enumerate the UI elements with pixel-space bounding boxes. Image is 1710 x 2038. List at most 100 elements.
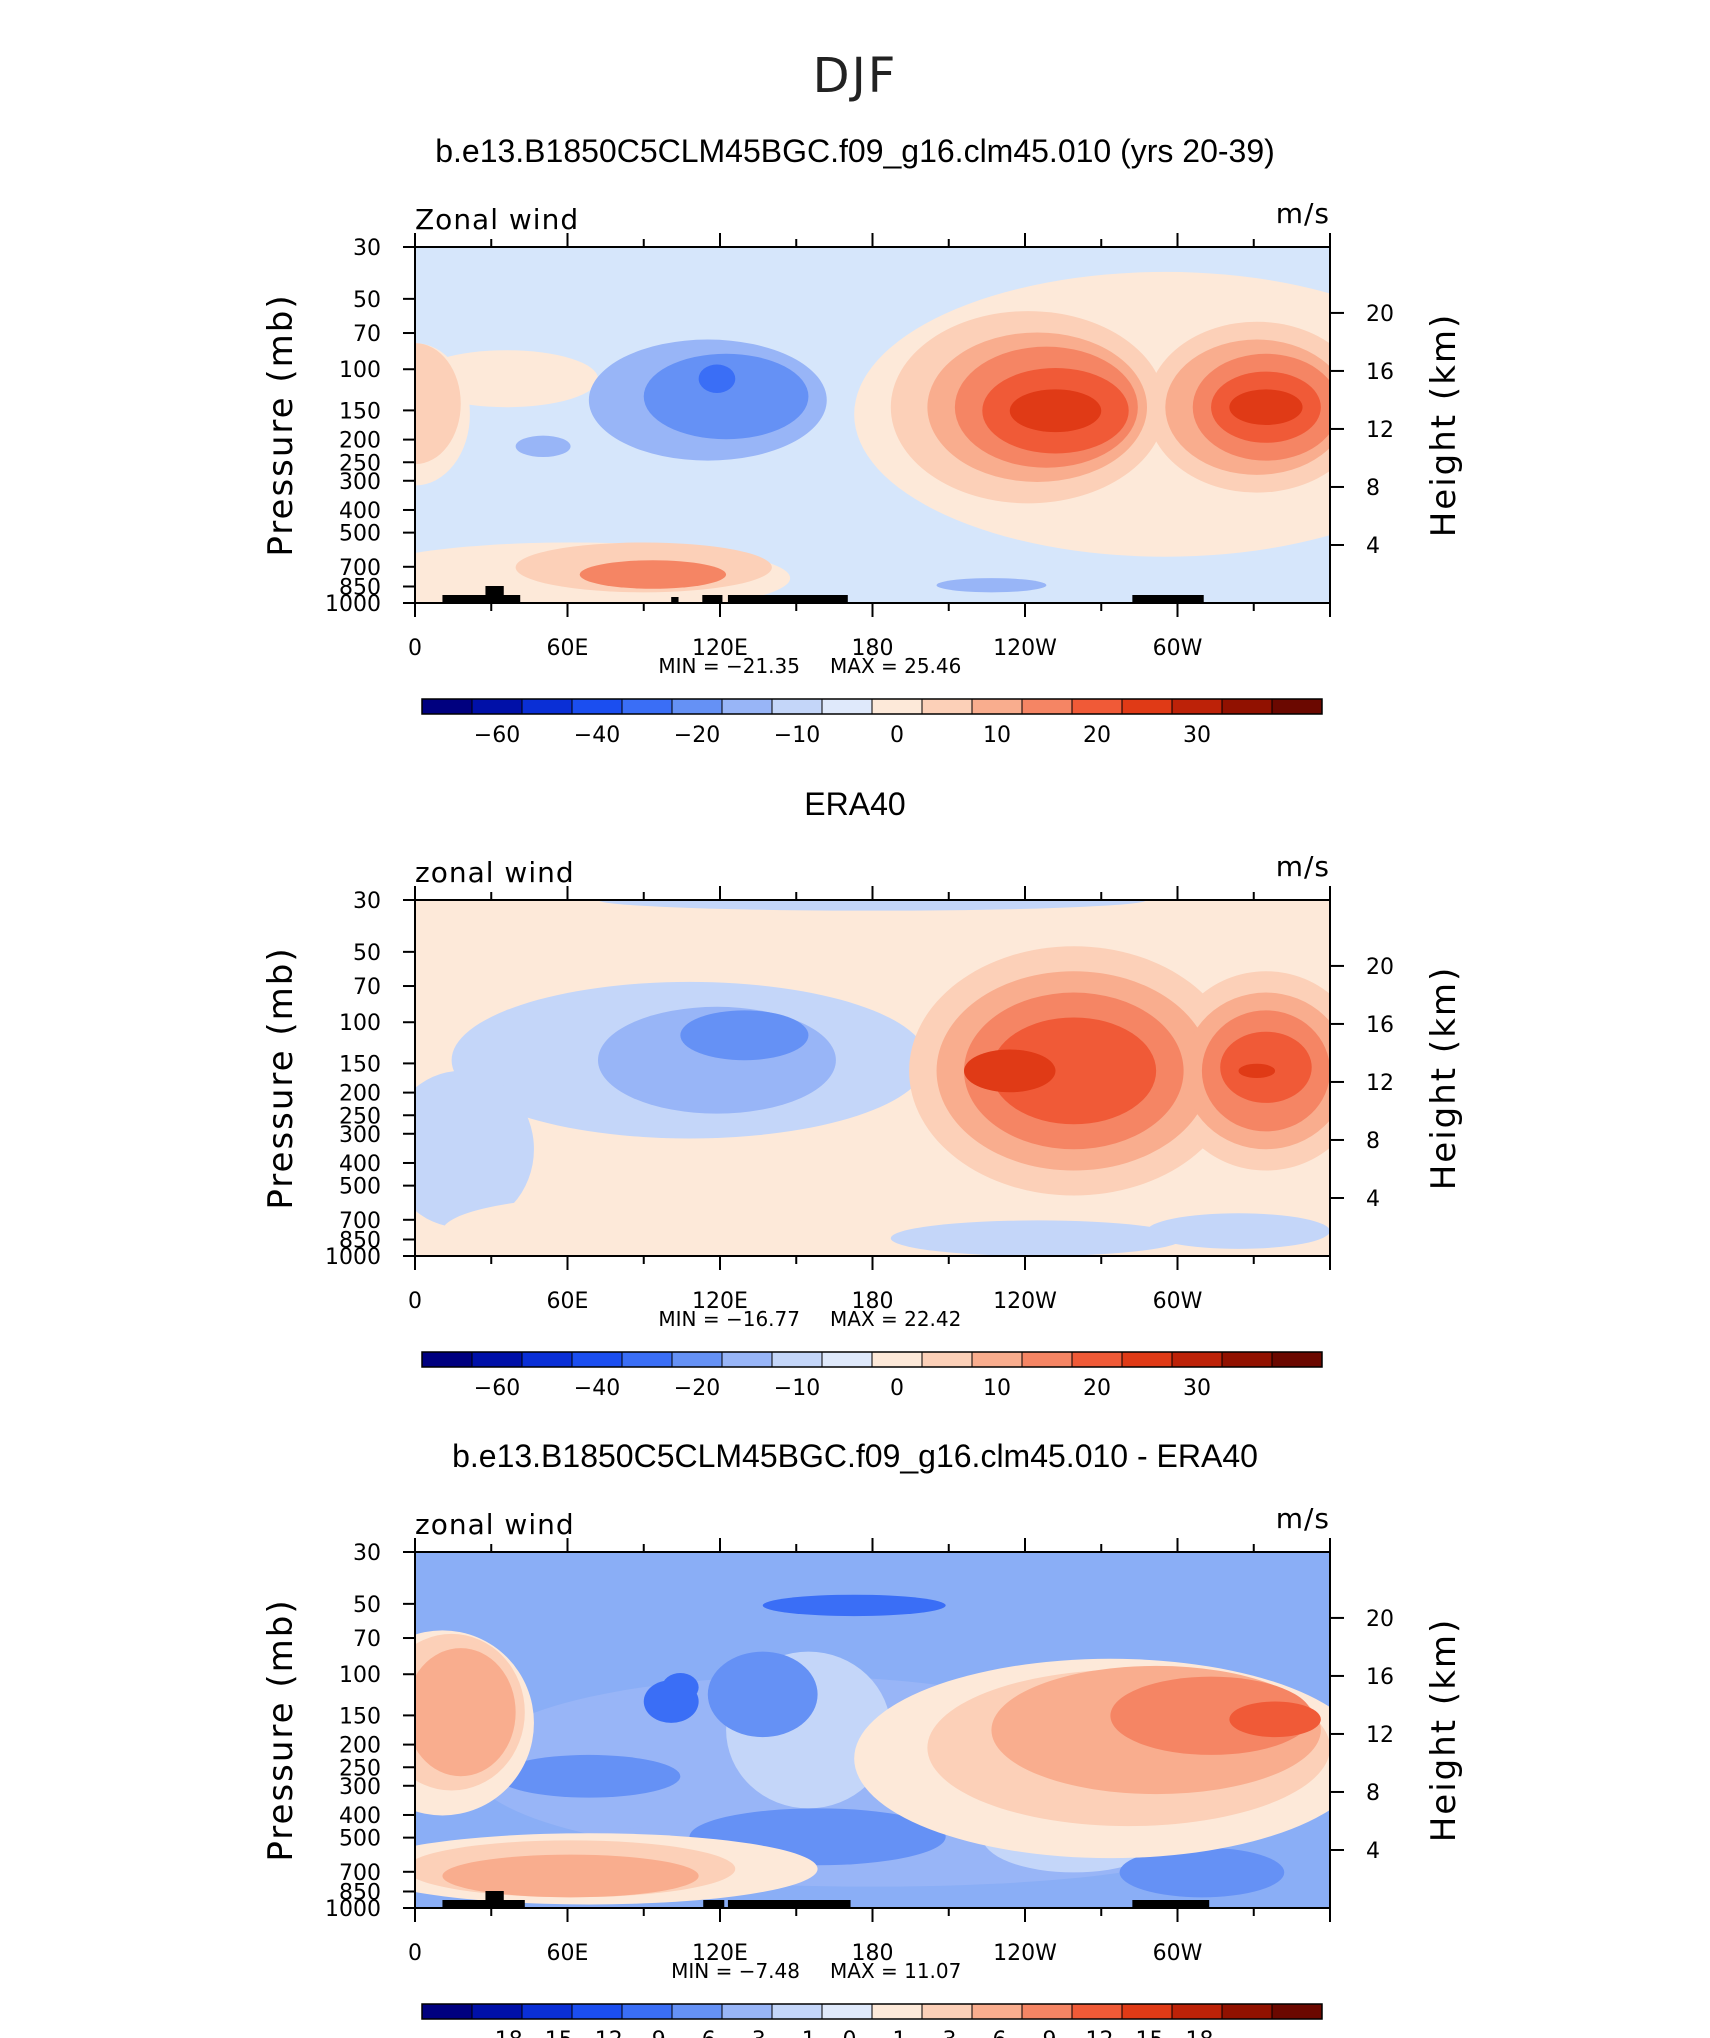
terrain-block (671, 597, 679, 603)
colorbar-box (771, 1351, 823, 1368)
colorbar-box (721, 698, 773, 715)
colorbar-label: −6 (683, 2028, 715, 2038)
pressure-tick-label: 150 (339, 399, 381, 424)
height-tick-label: 16 (1366, 1013, 1394, 1038)
variable-label: zonal wind (415, 856, 575, 889)
pressure-tick-label: 400 (339, 1152, 381, 1177)
height-tick-label: 16 (1366, 360, 1394, 385)
units-label: m/s (1276, 1502, 1330, 1535)
pressure-tick-label: 1000 (325, 592, 381, 617)
contour-region (415, 1648, 516, 1777)
y-axis-title: Pressure (mb) (261, 1598, 301, 1861)
height-tick-label: 12 (1366, 1723, 1394, 1748)
height-tick-label: 12 (1366, 1071, 1394, 1096)
contour-region (598, 900, 1147, 911)
terrain-block (442, 595, 521, 603)
contour-region (1009, 389, 1102, 433)
x-tick-label: 120E (692, 1289, 748, 1314)
colorbar-box (1271, 698, 1323, 715)
colorbar-label: 20 (1083, 723, 1111, 748)
panel-difference: b.e13.B1850C5CLM45BGC.f09_g16.clm45.010 … (0, 1430, 1710, 2038)
colorbar-label: 1 (893, 2028, 907, 2038)
colorbar-box (721, 1351, 773, 1368)
pressure-tick-label: 400 (339, 1804, 381, 1829)
height-tick-label: 8 (1366, 476, 1380, 501)
pressure-tick-label: 70 (353, 975, 381, 1000)
contour-region (698, 364, 736, 393)
contour-region (1238, 1063, 1276, 1078)
x-tick-label: 120W (993, 1941, 1057, 1966)
y2-axis-title: Height (km) (1424, 966, 1464, 1191)
colorbar-label: −1 (783, 2028, 815, 2038)
x-tick-label: 60W (1153, 1941, 1203, 1966)
max-value-text: MAX = 25.46 (830, 654, 961, 678)
x-tick-label: 60E (547, 1289, 589, 1314)
colorbar-box (921, 1351, 973, 1368)
colorbar-box (1221, 2003, 1273, 2020)
colorbar-frame (421, 1351, 1323, 1368)
colorbar-box (421, 2003, 473, 2020)
pressure-tick-label: 300 (339, 1123, 381, 1148)
colorbar-label: 0 (890, 723, 904, 748)
panel-title: b.e13.B1850C5CLM45BGC.f09_g16.clm45.010 … (452, 1438, 1258, 1474)
pressure-tick-label: 100 (339, 358, 381, 383)
contour-region (1229, 1701, 1321, 1738)
colorbar-box (771, 2003, 823, 2020)
colorbar-box (871, 2003, 923, 2020)
contour-region (1229, 389, 1303, 426)
contour-region (662, 1673, 699, 1702)
colorbar-box (521, 2003, 573, 2020)
colorbar-label: 30 (1183, 1376, 1211, 1401)
y-axis-title: Pressure (mb) (261, 946, 301, 1209)
colorbar-box (1021, 1351, 1073, 1368)
pressure-tick-label: 850 (339, 1229, 381, 1254)
colorbar-label: −20 (674, 723, 720, 748)
height-tick-label: 8 (1366, 1781, 1380, 1806)
x-tick-label: 60W (1153, 636, 1203, 661)
height-tick-label: 20 (1366, 302, 1394, 327)
terrain-block (727, 1900, 851, 1908)
contour-region (415, 343, 461, 465)
pressure-tick-label: 200 (339, 1734, 381, 1759)
contour-region (415, 350, 598, 408)
contour-region (643, 353, 809, 440)
pressure-tick-label: 30 (353, 236, 381, 261)
colorbar-box (621, 698, 673, 715)
min-value-text: MIN = −7.48 (671, 1959, 800, 1983)
colorbar-box (621, 2003, 673, 2020)
colorbar-label: −60 (474, 723, 520, 748)
contour-region (890, 1220, 1184, 1256)
colorbar-box (521, 1351, 573, 1368)
colorbar-box (1271, 2003, 1323, 2020)
height-tick-label: 16 (1366, 1665, 1394, 1690)
pressure-tick-label: 500 (339, 522, 381, 547)
colorbar-box (1171, 698, 1223, 715)
contour-region (1147, 1213, 1330, 1249)
colorbar-label: −20 (674, 1376, 720, 1401)
pressure-tick-label: 700 (339, 1861, 381, 1886)
x-tick-label: 120W (993, 636, 1057, 661)
height-tick-label: 4 (1366, 534, 1380, 559)
colorbar-label: 30 (1183, 723, 1211, 748)
pressure-tick-label: 500 (339, 1175, 381, 1200)
pressure-tick-label: 100 (339, 1663, 381, 1688)
colorbar-box (421, 1351, 473, 1368)
pressure-tick-label: 850 (339, 576, 381, 601)
pressure-tick-label: 1000 (325, 1245, 381, 1270)
variable-label: zonal wind (415, 1508, 575, 1541)
terrain-block (485, 1891, 504, 1908)
colorbar-label: −40 (574, 1376, 620, 1401)
colorbar-label: −3 (733, 2028, 765, 2038)
colorbar-box (1271, 1351, 1323, 1368)
colorbar-box (1171, 1351, 1223, 1368)
pressure-tick-label: 700 (339, 556, 381, 581)
contour-field (415, 900, 1330, 1256)
colorbar-box (871, 1351, 923, 1368)
colorbar-frame (421, 698, 1323, 715)
pressure-tick-label: 70 (353, 1627, 381, 1652)
colorbar-box (521, 698, 573, 715)
contour-region (936, 578, 1047, 593)
x-tick-label: 180 (852, 1289, 894, 1314)
panel-title: ERA40 (804, 786, 906, 822)
colorbar-box (1221, 1351, 1273, 1368)
